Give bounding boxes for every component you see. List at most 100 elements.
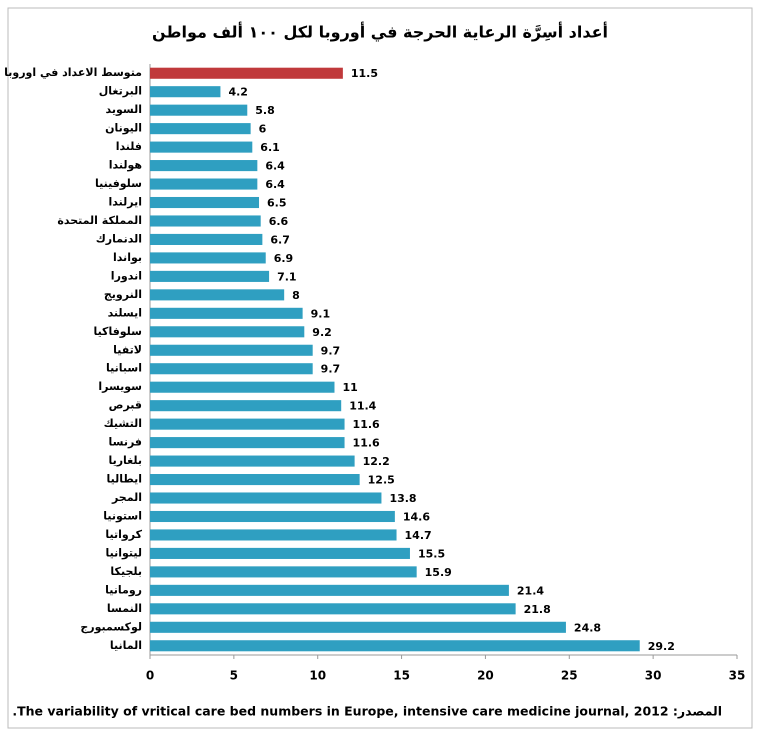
value-label: 4.2 (228, 86, 248, 99)
y-tick-label: ايسلند (108, 306, 142, 319)
bar (150, 307, 303, 319)
value-label: 15.9 (425, 566, 452, 579)
value-label: 7.1 (277, 270, 297, 283)
bar (150, 178, 258, 190)
bar (150, 529, 397, 541)
value-label: 11.6 (353, 437, 380, 450)
value-label: 13.8 (389, 492, 416, 505)
bar (150, 566, 417, 578)
y-tick-label: البرتغال (99, 85, 142, 98)
y-tick-label: لاتفيا (113, 343, 142, 356)
chart-frame (7, 7, 753, 729)
value-label: 6.6 (269, 215, 289, 228)
y-tick-label: النرويج (104, 288, 142, 301)
value-label: 6.4 (265, 178, 285, 191)
y-tick-label: اليونان (105, 122, 142, 135)
bar (150, 67, 343, 79)
bar (150, 233, 263, 245)
y-tick-label: التشيك (104, 417, 142, 430)
value-label: 21.4 (517, 584, 544, 597)
y-tick-label: ايرلندا (109, 196, 143, 209)
value-label: 9.2 (312, 326, 332, 339)
value-label: 14.7 (405, 529, 432, 542)
bar (150, 326, 305, 338)
y-tick-label: النمسا (107, 602, 142, 615)
source-note: المصدر: The variability of vritical care… (12, 704, 722, 719)
value-label: 29.2 (648, 640, 675, 653)
y-tick-label: المملكة المتحدة (57, 214, 142, 227)
y-tick-label: استونيا (103, 509, 142, 522)
value-label: 6.1 (260, 141, 280, 154)
bar (150, 455, 355, 467)
value-label: 11 (342, 381, 357, 394)
y-tick-label: قبرص (109, 399, 142, 412)
y-tick-label: السويد (106, 103, 142, 116)
value-label: 5.8 (255, 104, 275, 117)
bar (150, 381, 335, 393)
value-label: 6 (259, 123, 267, 136)
value-label: 11.4 (349, 400, 376, 413)
value-label: 9.7 (321, 363, 341, 376)
bar (150, 621, 566, 633)
value-label: 11.6 (353, 418, 380, 431)
y-tick-label: ايطاليا (107, 473, 143, 486)
y-tick-label: المانيا (110, 639, 142, 652)
x-tick-label: 35 (729, 669, 746, 683)
x-tick-label: 25 (561, 669, 578, 683)
y-tick-label: بلجيكا (110, 565, 142, 578)
y-tick-label: فلندا (116, 140, 142, 153)
bar (150, 603, 516, 615)
x-tick-label: 20 (477, 669, 494, 683)
y-tick-label: بواندا (113, 251, 142, 264)
y-tick-label: اسبانيا (106, 362, 142, 375)
y-tick-label: ليتوانيا (105, 546, 142, 559)
y-tick-label: رومانيا (105, 583, 142, 596)
value-label: 6.7 (270, 233, 290, 246)
y-tick-label: سلوفينيا (95, 177, 142, 190)
value-label: 12.2 (363, 455, 390, 468)
bar (150, 289, 285, 301)
value-label: 11.5 (351, 67, 378, 80)
bar (150, 344, 313, 356)
y-tick-label: بلغاريا (108, 454, 142, 467)
value-label: 8 (292, 289, 300, 302)
x-tick-label: 0 (146, 669, 154, 683)
y-tick-label: الدنمارك (96, 232, 142, 245)
bar (150, 215, 261, 227)
x-tick-label: 15 (393, 669, 410, 683)
bar (150, 104, 248, 116)
value-label: 6.4 (265, 160, 285, 173)
bar (150, 492, 382, 504)
y-tick-label: متوسط الاعداد في اوروبا (4, 66, 142, 79)
bar (150, 363, 313, 375)
bar (150, 584, 509, 596)
y-tick-label: المجر (111, 491, 142, 504)
x-tick-label: 5 (230, 669, 238, 683)
value-label: 9.7 (321, 344, 341, 357)
value-label: 9.1 (311, 307, 331, 320)
bar (150, 474, 360, 486)
y-tick-label: فرنسا (109, 436, 143, 449)
value-label: 24.8 (574, 621, 601, 634)
bar (150, 640, 640, 652)
bar (150, 270, 270, 282)
value-label: 6.5 (267, 197, 287, 210)
x-tick-label: 10 (309, 669, 326, 683)
bar (150, 510, 395, 523)
y-tick-label: سلوفاكيا (93, 325, 142, 338)
value-label: 21.8 (524, 603, 551, 616)
x-tick-label: 30 (645, 669, 662, 683)
y-tick-label: سويسرا (98, 380, 142, 393)
bar (150, 418, 345, 430)
bar (150, 123, 251, 135)
bar (150, 196, 260, 209)
bar (150, 160, 258, 172)
bar (150, 547, 410, 559)
value-label: 15.5 (418, 547, 445, 560)
y-tick-label: كرواتيا (105, 528, 142, 541)
bar (150, 437, 345, 449)
y-tick-label: هولندا (109, 159, 142, 172)
value-label: 14.6 (403, 510, 430, 523)
